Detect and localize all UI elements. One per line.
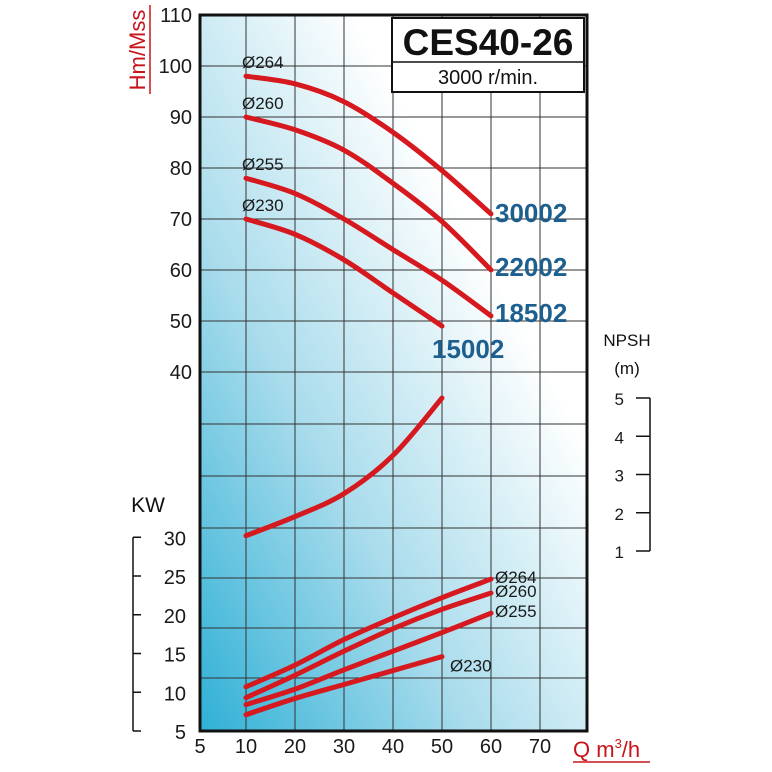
x-tick-label: 40: [382, 736, 404, 758]
power-tick-label: 30: [164, 528, 186, 550]
head-tick-label: 60: [170, 260, 192, 282]
x-tick-label: 30: [333, 736, 355, 758]
npsh-tick-label: 5: [615, 390, 624, 409]
head-curve-model-label: 18502: [495, 298, 567, 328]
head-axis-title: Hm/Mss: [125, 10, 150, 91]
power-curve-diameter-label: Ø230: [450, 657, 492, 676]
head-curve-model-label: 22002: [495, 252, 567, 282]
axes: 5 10 20 30 40 50 60 701101009080706050403025201…: [132, 5, 651, 758]
x-axis-title-tail: /h: [622, 737, 640, 762]
npsh-tick-label: 4: [615, 428, 624, 447]
x-tick-label: 10: [235, 736, 257, 758]
npsh-curve: [243, 395, 445, 539]
x-axis-title: Q m3/h: [573, 736, 640, 762]
npsh-tick-label: 2: [615, 505, 624, 524]
npsh-tick-label: 3: [615, 467, 624, 486]
x-tick-label: 20: [284, 736, 306, 758]
curves: [243, 73, 494, 718]
curve-labels: Ø264 30002 Ø260 22002 Ø255 18502 Ø230 15002 Ø264…: [242, 53, 567, 675]
power-axis-title: KW: [131, 494, 165, 517]
head-tick-label: 110: [160, 5, 192, 27]
power-curve-diameter-label: Ø255: [495, 602, 537, 621]
x-tick-label: 60: [480, 736, 502, 758]
power-tick-label: 10: [164, 683, 186, 705]
npsh-tick-label: 1: [615, 543, 624, 562]
head-curve-model-label: 15002: [432, 334, 504, 364]
head-curve-model-label: 30002: [495, 198, 567, 228]
plot-frame: [198, 13, 589, 733]
x-tick-label: 70: [529, 736, 551, 758]
head-tick-label: 70: [170, 209, 192, 231]
head-tick-label: 90: [170, 107, 192, 129]
power-curve: [243, 610, 494, 708]
x-axis-title-main: Q m: [573, 737, 615, 762]
head-tick-label: 40: [170, 362, 192, 384]
head-curve-30002: [243, 73, 494, 217]
power-curve: [243, 590, 494, 701]
head-curve-diameter-label: Ø255: [242, 155, 284, 174]
power-curve: [243, 654, 445, 718]
head-tick-label: 100: [159, 56, 192, 78]
power-curve: [243, 576, 494, 690]
x-tick-label: 50: [431, 736, 453, 758]
grid-lines: [200, 15, 587, 731]
power-curve-diameter-label: Ø264: [495, 568, 537, 587]
chart-subtitle: 3000 r/min.: [438, 67, 538, 89]
npsh-axis-unit: (m): [614, 359, 639, 378]
npsh-axis-title: NPSH: [603, 331, 650, 350]
power-tick-label: 5: [175, 722, 186, 744]
power-curve-diameter-label: Ø260: [495, 582, 537, 601]
head-tick-label: 80: [170, 158, 192, 180]
power-tick-label: 25: [164, 567, 186, 589]
head-curve-15002: [243, 216, 445, 329]
head-curve-diameter-label: Ø230: [242, 196, 284, 215]
head-curve-diameter-label: Ø264: [242, 53, 284, 72]
title-box: [391, 17, 585, 93]
power-tick-label: 20: [164, 606, 186, 628]
head-curve-22002: [243, 114, 494, 273]
x-tick-label: 5: [194, 736, 205, 758]
x-axis-title-exp: 3: [615, 736, 622, 751]
head-curve-18502: [243, 175, 494, 319]
power-tick-label: 15: [164, 645, 186, 667]
head-tick-label: 50: [170, 311, 192, 333]
head-curve-diameter-label: Ø260: [242, 94, 284, 113]
chart-title: CES40-26: [403, 22, 574, 63]
